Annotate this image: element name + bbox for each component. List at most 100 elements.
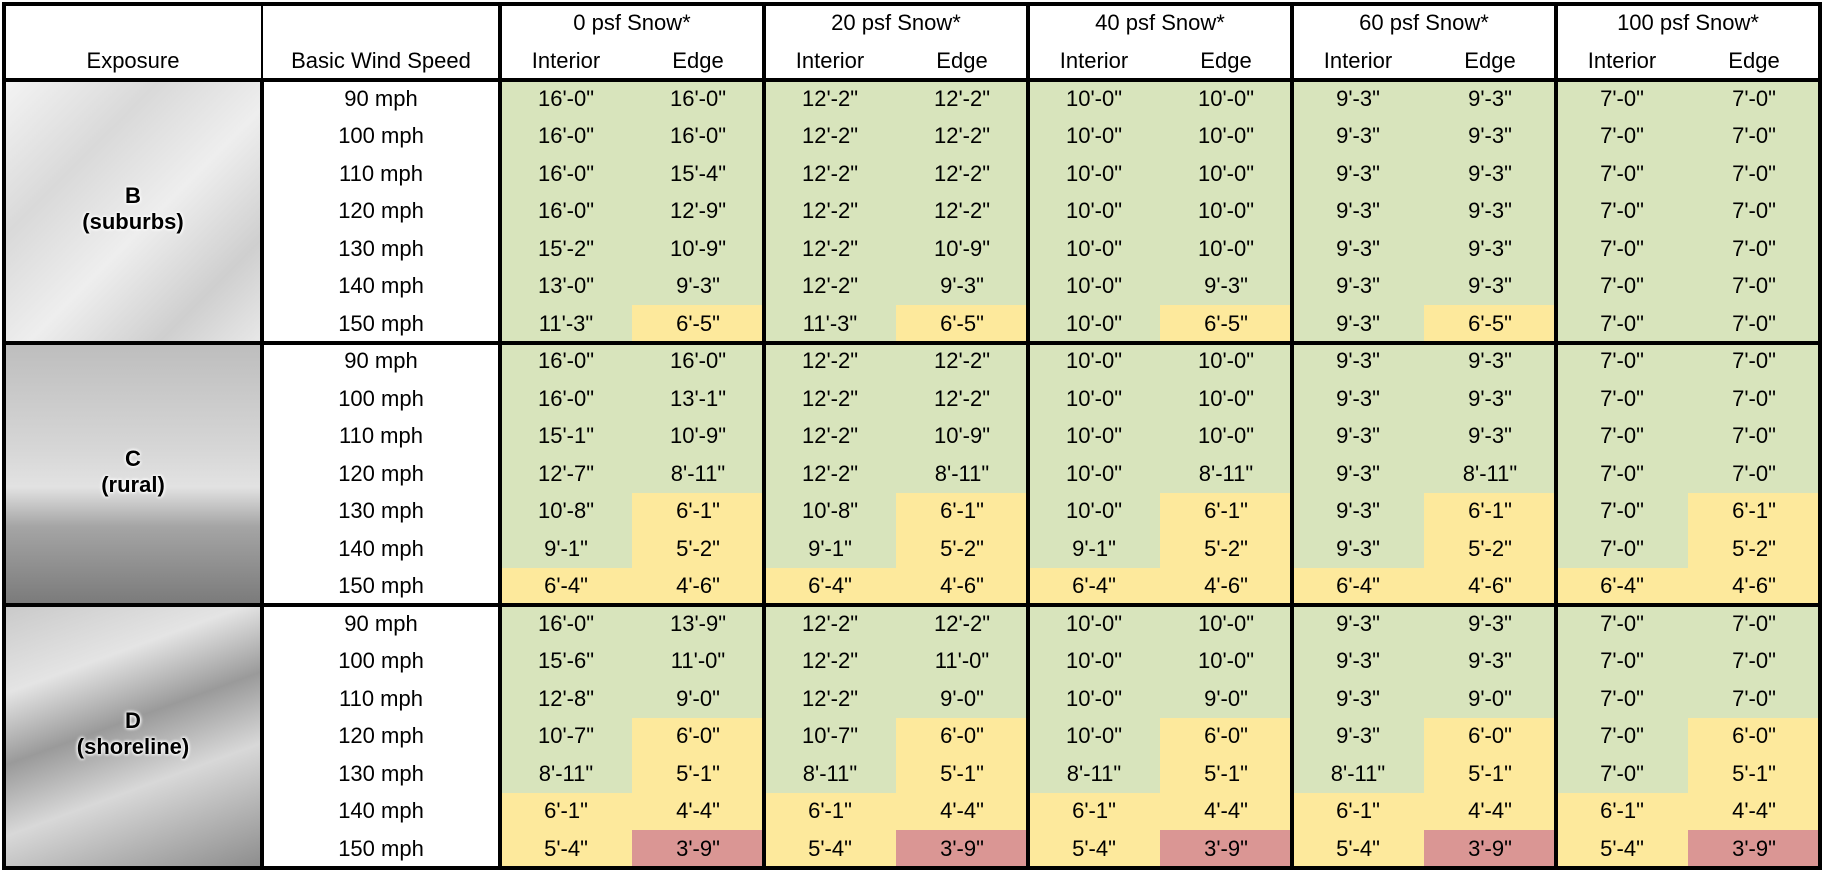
wind-speed: 100 mph [338, 648, 424, 674]
span-cell: 11'-3" [500, 305, 632, 343]
span-cell: 7'-0" [1688, 342, 1820, 380]
span-cell: 7'-0" [1556, 717, 1688, 755]
span-cell: 7'-0" [1556, 605, 1688, 643]
span-cell: 10'-0" [1160, 380, 1292, 418]
border-line [2, 340, 1822, 345]
span-cell: 10'-8" [500, 492, 632, 530]
border-line [2, 603, 1822, 607]
span-cell: 9'-0" [632, 680, 764, 718]
span-cell: 7'-0" [1556, 155, 1688, 193]
span-cell: 3'-9" [1688, 830, 1820, 868]
span-cell: 12'-2" [764, 230, 896, 268]
span-cell: 9'-3" [1292, 717, 1424, 755]
wind-speed: 150 mph [338, 835, 424, 861]
span-cell: 6'-1" [1028, 792, 1160, 830]
span-cell: 4'-4" [1424, 792, 1556, 830]
exposure-photo [4, 605, 262, 868]
span-cell: 4'-4" [1160, 792, 1292, 830]
span-cell: 10'-0" [1028, 342, 1160, 380]
exposure-label-line: D [125, 708, 141, 734]
span-cell: 9'-3" [1292, 267, 1424, 305]
span-cell: 7'-0" [1556, 80, 1688, 118]
exposure-photo [4, 342, 262, 605]
span-cell: 10'-9" [896, 417, 1028, 455]
wind-speed: 120 mph [338, 723, 424, 749]
span-cell: 9'-0" [1424, 680, 1556, 718]
span-cell: 7'-0" [1556, 455, 1688, 493]
exposure-label-line: C [125, 445, 141, 471]
span-cell: 6'-0" [1688, 717, 1820, 755]
span-cell: 4'-6" [1424, 567, 1556, 605]
header-sub: Edge [936, 48, 988, 73]
header-snow-load: 20 psf Snow* [831, 10, 961, 35]
span-cell: 8'-11" [1424, 455, 1556, 493]
header-snow-load: 60 psf Snow* [1359, 10, 1489, 35]
wind-speed: 140 mph [338, 798, 424, 824]
span-cell: 9'-3" [632, 267, 764, 305]
span-cell: 6'-1" [1556, 792, 1688, 830]
span-cell: 12'-2" [896, 80, 1028, 118]
span-cell: 6'-1" [896, 492, 1028, 530]
wind-speed: 120 mph [338, 460, 424, 486]
span-cell: 7'-0" [1688, 642, 1820, 680]
span-cell: 13'-9" [632, 605, 764, 643]
header-snow-load: 100 psf Snow* [1617, 10, 1759, 35]
span-cell: 8'-11" [1292, 755, 1424, 793]
span-cell: 7'-0" [1688, 155, 1820, 193]
span-cell: 15'-6" [500, 642, 632, 680]
wind-speed: 90 mph [344, 85, 418, 111]
span-cell: 9'-3" [1292, 605, 1424, 643]
span-cell: 5'-1" [896, 755, 1028, 793]
span-cell: 10'-0" [1028, 380, 1160, 418]
span-cell: 9'-3" [1292, 380, 1424, 418]
span-cell: 12'-8" [500, 680, 632, 718]
span-cell: 4'-4" [896, 792, 1028, 830]
exposure-label: C (rural) [4, 446, 262, 498]
span-cell: 7'-0" [1556, 680, 1688, 718]
wind-speed: 130 mph [338, 760, 424, 786]
border-line [2, 4, 6, 868]
span-cell: 9'-3" [896, 267, 1028, 305]
wind-speed: 130 mph [338, 498, 424, 524]
span-cell: 9'-3" [1424, 192, 1556, 230]
span-cell: 9'-3" [1292, 155, 1424, 193]
span-cell: 10'-0" [1160, 117, 1292, 155]
span-cell: 7'-0" [1688, 380, 1820, 418]
header-sub: Interior [1059, 48, 1129, 73]
span-cell: 10'-0" [1160, 230, 1292, 268]
span-cell: 9'-3" [1292, 230, 1424, 268]
span-cell: 4'-6" [1688, 567, 1820, 605]
span-cell: 5'-2" [1160, 530, 1292, 568]
span-cell: 8'-11" [632, 455, 764, 493]
header-exposure: Exposure [86, 48, 180, 73]
header-sub: Interior [531, 48, 601, 73]
header-sub: Edge [672, 48, 724, 73]
span-cell: 13'-0" [500, 267, 632, 305]
span-cell: 12'-2" [764, 417, 896, 455]
header-wind: Basic Wind Speed [291, 48, 471, 73]
span-cell: 7'-0" [1688, 117, 1820, 155]
span-cell: 16'-0" [632, 80, 764, 118]
border-line [1554, 4, 1558, 868]
span-cell: 12'-2" [764, 342, 896, 380]
span-cell: 9'-3" [1424, 642, 1556, 680]
span-cell: 10'-9" [632, 417, 764, 455]
span-cell: 9'-1" [764, 530, 896, 568]
header-sub: Edge [1200, 48, 1252, 73]
exposure-label-line: B [125, 183, 141, 209]
header-sub: Edge [1464, 48, 1516, 73]
span-cell: 16'-0" [632, 117, 764, 155]
span-cell: 9'-3" [1424, 380, 1556, 418]
header-snow-load: 40 psf Snow* [1095, 10, 1225, 35]
span-cell: 9'-3" [1424, 267, 1556, 305]
span-cell: 9'-3" [1160, 267, 1292, 305]
span-cell: 5'-1" [1424, 755, 1556, 793]
span-cell: 6'-4" [1292, 567, 1424, 605]
span-cell: 12'-2" [764, 117, 896, 155]
header-sub: Interior [1587, 48, 1657, 73]
span-cell: 4'-6" [896, 567, 1028, 605]
span-cell: 7'-0" [1688, 80, 1820, 118]
span-cell: 9'-3" [1292, 530, 1424, 568]
span-cell: 12'-2" [764, 380, 896, 418]
wind-speed: 140 mph [338, 535, 424, 561]
